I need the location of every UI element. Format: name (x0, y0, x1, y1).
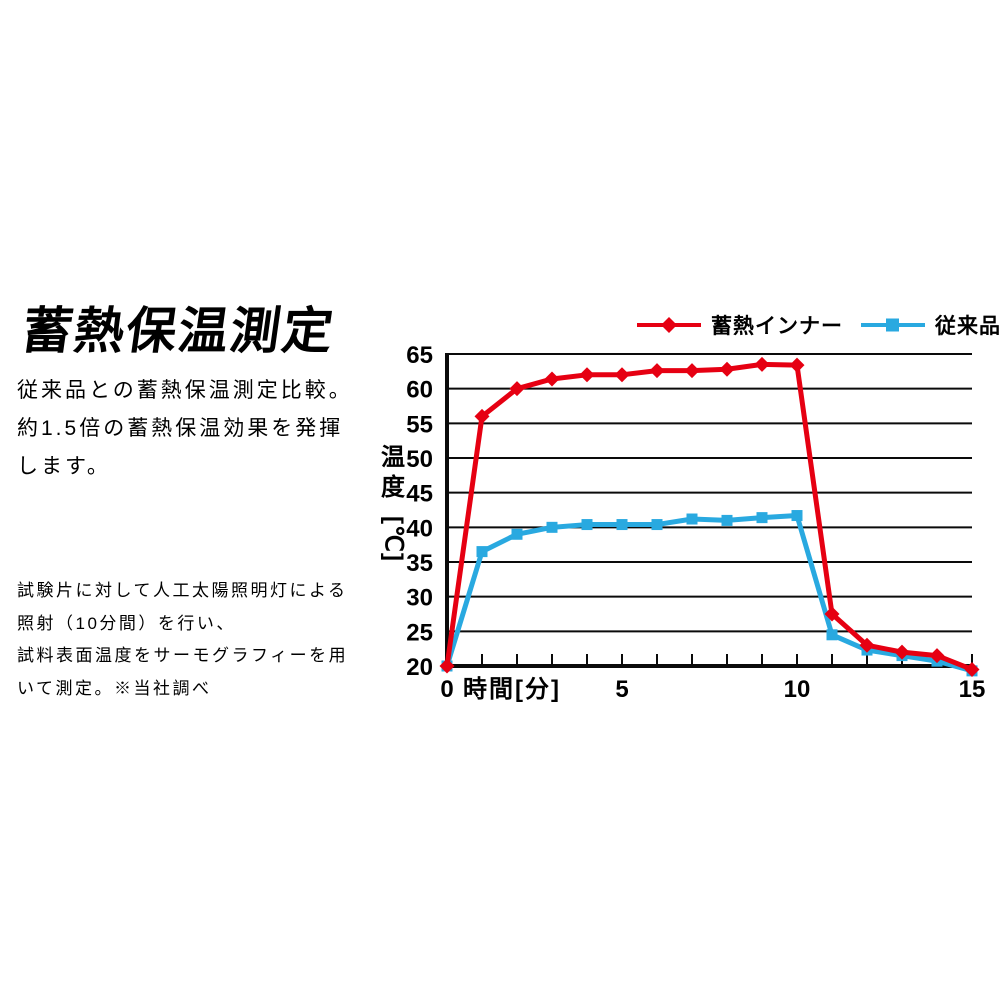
legend-item-conventional: 従来品 (861, 310, 1000, 340)
data-point-diamond (789, 357, 805, 373)
y-tick-label: 40 (406, 515, 433, 542)
y-tick-label: 60 (406, 377, 433, 404)
temperature-line-chart: 65 60 55 50 45 40 35 30 25 20 0 5 10 15 時間[分] (406, 342, 986, 703)
data-point-square (756, 512, 768, 524)
data-point-diamond (719, 361, 735, 377)
data-point-diamond (614, 367, 630, 383)
data-point-diamond (579, 367, 595, 383)
legend-label: 従来品 (935, 315, 1000, 338)
y-tick-label: 20 (406, 654, 433, 681)
data-point-diamond (859, 637, 875, 653)
y-tick-label: 35 (406, 550, 433, 577)
text-line: 試験片に対して人工太陽照明灯による (17, 581, 348, 600)
data-point-square (546, 521, 558, 533)
series-line (444, 361, 975, 672)
text-line: します。 (17, 455, 111, 478)
y-tick-label: 55 (406, 411, 433, 438)
method-note-text: 試験片に対して人工太陽照明灯による 照射（10分間）を行い、試料表面温度をサーモグ… (17, 575, 348, 705)
text-line: 約1.5倍の蓄熱保温効果を発揮 (17, 417, 344, 440)
data-point-square (581, 519, 593, 531)
y-axis-title-char: 温 (381, 444, 405, 471)
data-point-square (721, 514, 733, 526)
y-axis-title-char: 度 (381, 474, 405, 501)
y-tick-label: 50 (406, 446, 433, 473)
text-line: 試料表面温度をサーモグラフィーを用 (17, 646, 349, 665)
data-point-square (791, 510, 803, 522)
data-point-square (651, 519, 663, 531)
data-point-square (511, 528, 523, 540)
legend-diamond-glyph (661, 317, 677, 333)
data-point-square (616, 519, 628, 531)
x-axis-title: 時間[分] (463, 676, 561, 703)
text-line: 従来品との蓄熱保温測定比較。 (17, 379, 353, 402)
data-point-square (686, 513, 698, 525)
legend-item-heat-inner: 蓄熱インナー (637, 310, 843, 340)
data-point-diamond (544, 371, 560, 387)
x-tick-label: 15 (959, 676, 986, 703)
data-point-diamond (754, 356, 770, 372)
legend-diamond-line-icon (637, 317, 701, 333)
data-point-diamond (649, 363, 665, 379)
text-line: 照射（10分間）を行い、 (17, 613, 236, 633)
data-point-diamond (509, 381, 525, 397)
legend-label: 蓄熱インナー (711, 315, 843, 338)
x-tick-label: 0 (440, 676, 453, 703)
data-point-diamond (929, 648, 945, 664)
y-tick-label: 25 (406, 619, 433, 646)
x-tick-label: 10 (784, 676, 811, 703)
data-point-diamond (964, 661, 980, 677)
legend-square-line-icon (861, 318, 925, 332)
y-tick-label: 30 (406, 585, 433, 612)
series-line (444, 513, 975, 674)
data-point-square (476, 546, 488, 558)
legend-square-glyph (886, 318, 899, 332)
data-point-diamond (684, 363, 700, 379)
data-point-square (826, 629, 838, 641)
data-point-diamond (824, 606, 840, 622)
y-tick-label: 65 (406, 342, 433, 369)
page-title: 蓄熱保温測定 (18, 303, 339, 359)
description-text: 従来品との蓄熱保温測定比較。 約1.5倍の蓄熱保温効果を発揮 します。 (17, 372, 353, 486)
data-point-diamond (894, 644, 910, 660)
data-point-diamond (439, 658, 455, 674)
text-line: いて測定。※当社調べ (17, 678, 212, 698)
x-tick-label: 5 (615, 676, 628, 703)
y-axis-title: 温 度 [℃] (379, 443, 407, 575)
y-tick-label: 45 (406, 481, 433, 508)
chart-legend: 蓄熱インナー 従来品 (637, 310, 1000, 340)
data-point-diamond (474, 408, 490, 424)
